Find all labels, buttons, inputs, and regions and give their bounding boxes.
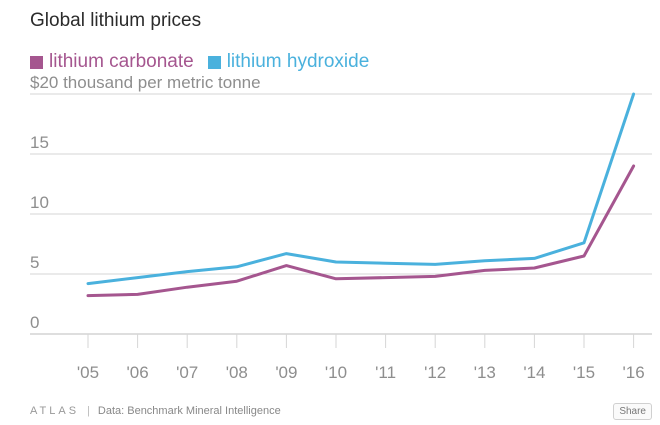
x-tick-label-11: '16 (623, 363, 645, 382)
chart-title: Global lithium prices (30, 10, 202, 31)
legend-swatch-lithium-carbonate (30, 55, 43, 69)
x-tick-label-6: '11 (375, 363, 396, 382)
x-tick-label-8: '13 (474, 363, 496, 382)
brand-logo: ATLAS (30, 405, 80, 417)
footer: ATLAS | Data: Benchmark Mineral Intellig… (30, 405, 281, 417)
legend: lithium carbonate lithium hydroxide (30, 51, 383, 73)
source-note: Data: Benchmark Mineral Intelligence (97, 405, 281, 417)
legend-item-lithium-carbonate: lithium carbonate (30, 51, 194, 73)
series-line-lithium-carbonate (86, 164, 636, 298)
x-axis-labels: '05 '06 '07 '08 '09 '10 '11 '12 '13 '14 '15 '16 (77, 363, 645, 382)
grid-layer (30, 93, 652, 348)
x-tick-label-5: '10 (325, 363, 347, 382)
x-tick-label-9: '14 (523, 363, 545, 382)
x-tick-label-4: '09 (275, 363, 297, 382)
y-tick-label-15: 15 (30, 133, 49, 152)
y-tick-label-0: 0 (30, 313, 39, 332)
x-tick-label-2: '07 (176, 363, 198, 382)
x-tick-label-1: '06 (127, 363, 149, 382)
x-tick-label-7: '12 (424, 363, 446, 382)
legend-label-lithium-carbonate: lithium carbonate (49, 51, 194, 72)
legend-item-lithium-hydroxide: lithium hydroxide (207, 51, 370, 73)
legend-label-lithium-hydroxide: lithium hydroxide (226, 51, 370, 72)
x-tick-label-0: '05 (77, 363, 99, 382)
y-tick-label-10: 10 (30, 193, 49, 212)
x-tick-label-10: '15 (573, 363, 595, 382)
x-tick-label-3: '08 (226, 363, 248, 382)
y-axis-unit-label: $20 thousand per metric tonne (30, 73, 261, 92)
y-axis-labels: $20 thousand per metric tonne 0 5 10 15 (30, 73, 261, 332)
y-tick-label-5: 5 (30, 253, 39, 272)
series-line-lithium-hydroxide (86, 92, 636, 286)
share-button[interactable]: Share (613, 403, 652, 420)
footer-divider: | (87, 405, 90, 417)
series-lines (86, 92, 636, 298)
legend-swatch-lithium-hydroxide (207, 55, 221, 69)
